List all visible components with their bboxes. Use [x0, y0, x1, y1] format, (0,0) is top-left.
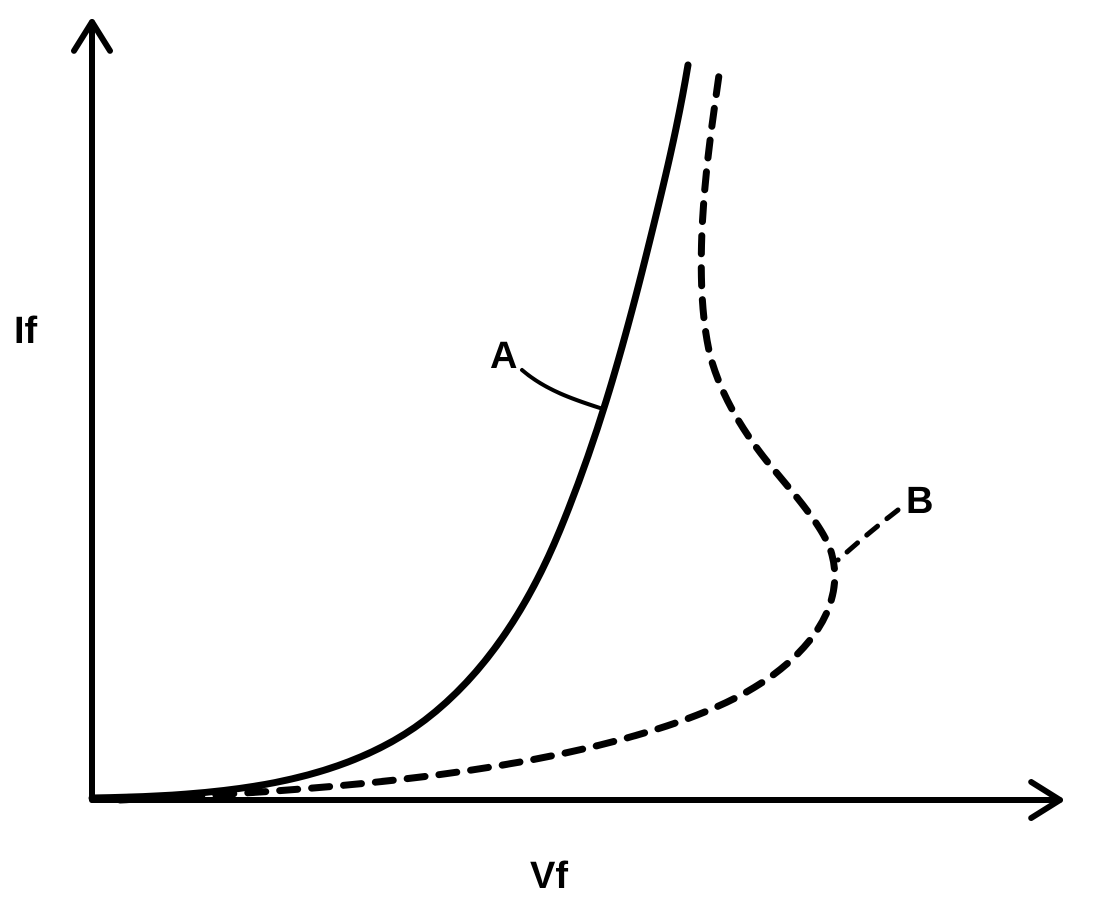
curve-b-label: B	[906, 480, 933, 523]
curve-b	[120, 68, 835, 800]
chart-svg	[0, 0, 1100, 904]
y-axis-label: If	[14, 310, 37, 353]
iv-curve-chart: If Vf A B	[0, 0, 1100, 904]
curve-a-label: A	[490, 335, 517, 378]
curve-b-leader	[838, 510, 898, 560]
x-axis-label: Vf	[530, 855, 568, 898]
curve-a-leader	[522, 370, 600, 408]
curve-a	[92, 65, 688, 798]
